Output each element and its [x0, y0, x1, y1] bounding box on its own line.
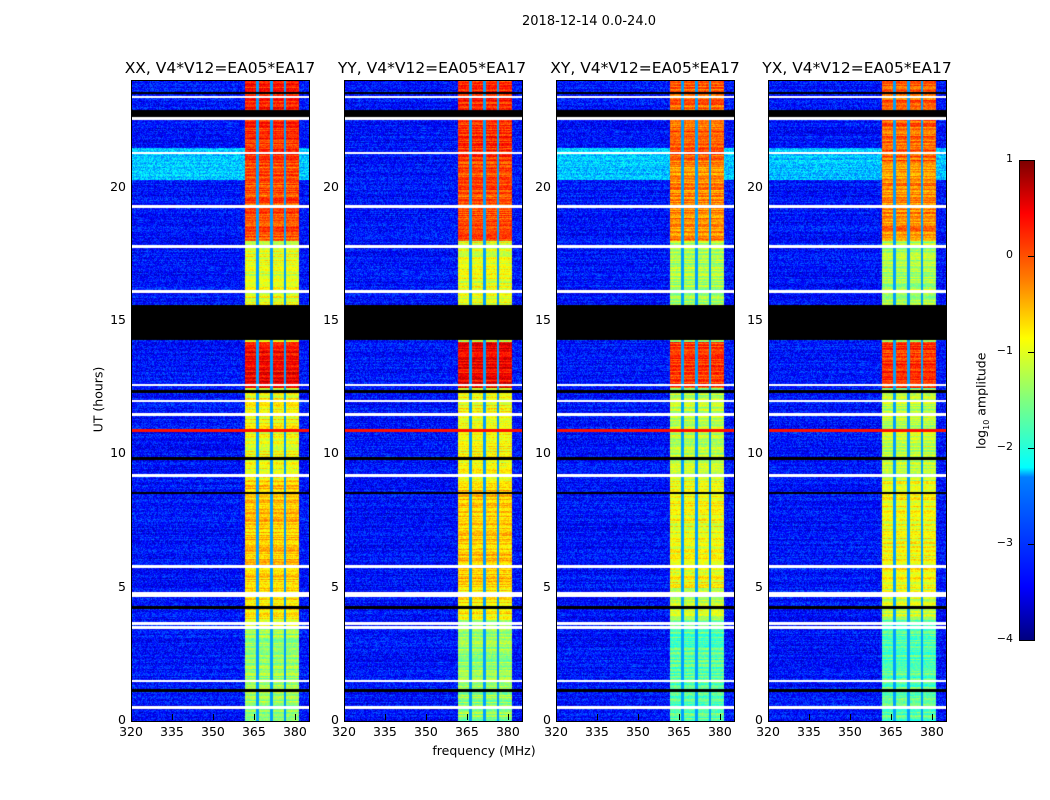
panel-title-yx: YX, V4*V12=EA05*EA17	[762, 59, 952, 77]
y-tick-label: 20	[747, 178, 763, 194]
colorbar-tick-mark	[1028, 352, 1034, 353]
y-tick-label: 0	[543, 712, 551, 727]
y-tick-label: 20	[110, 178, 126, 194]
x-tick-label: 320	[332, 724, 356, 739]
x-tick-mark	[466, 714, 468, 720]
y-tick-label: 0	[118, 712, 126, 727]
x-tick-mark	[931, 714, 933, 720]
heatmap-yy	[345, 81, 522, 721]
x-tick-label: 380	[919, 724, 944, 739]
x-tick-mark	[294, 714, 296, 720]
colorbar-tick-mark	[1028, 160, 1034, 161]
y-tick-label: 0	[331, 712, 339, 727]
x-tick-mark	[212, 714, 214, 720]
x-tick-label: 335	[585, 724, 609, 739]
x-axis-label: frequency (MHz)	[432, 743, 536, 758]
y-tick-label: 5	[755, 578, 763, 594]
colorbar-tick-mark	[1028, 640, 1034, 641]
y-tick-label: 10	[747, 445, 763, 461]
x-tick-label: 380	[707, 724, 732, 739]
x-tick-label: 320	[544, 724, 568, 739]
x-tick-mark	[425, 714, 427, 720]
colorbar	[1019, 160, 1035, 641]
x-tick-label: 350	[201, 724, 225, 739]
x-tick-mark	[808, 714, 810, 720]
colorbar-tick-label: −4	[996, 632, 1013, 645]
y-tick-label: 5	[118, 578, 126, 594]
x-tick-mark	[384, 714, 386, 720]
y-tick-label: 15	[535, 312, 551, 327]
y-tick-label: 15	[747, 312, 763, 327]
x-tick-mark	[678, 714, 680, 720]
y-tick-label: 20	[535, 178, 551, 194]
x-tick-label: 365	[878, 724, 903, 739]
panel-title-xy: XY, V4*V12=EA05*EA17	[550, 59, 740, 77]
y-tick-label: 15	[323, 312, 339, 327]
x-tick-mark	[768, 714, 769, 720]
y-tick-label: 20	[323, 178, 339, 194]
x-tick-label: 350	[626, 724, 650, 739]
x-tick-mark	[637, 714, 639, 720]
heatmap-xx	[132, 81, 309, 721]
x-tick-label: 380	[282, 724, 307, 739]
x-tick-label: 350	[414, 724, 438, 739]
heatmap-panel-xx	[131, 80, 310, 722]
y-tick-label: 10	[535, 445, 551, 461]
x-tick-mark	[719, 714, 721, 720]
x-tick-label: 365	[241, 724, 266, 739]
colorbar-label: log10 amplitude	[973, 352, 991, 449]
y-tick-label: 5	[331, 578, 339, 594]
y-tick-label: 10	[323, 445, 339, 461]
y-tick-label: 0	[755, 712, 763, 727]
x-tick-label: 335	[160, 724, 184, 739]
x-tick-label: 365	[666, 724, 691, 739]
colorbar-tick-label: −1	[996, 344, 1013, 357]
colorbar-tick-label: 1	[1006, 152, 1013, 165]
x-tick-mark	[253, 714, 255, 720]
y-tick-label: 10	[110, 445, 126, 461]
heatmap-panel-yx	[768, 80, 947, 722]
y-tick-label: 5	[543, 578, 551, 594]
x-tick-mark	[171, 714, 173, 720]
x-tick-mark	[849, 714, 851, 720]
x-tick-label: 350	[838, 724, 862, 739]
colorbar-tick-mark	[1028, 448, 1034, 449]
heatmap-xy	[557, 81, 734, 721]
colorbar-tick-mark	[1028, 256, 1034, 257]
x-tick-label: 365	[454, 724, 479, 739]
colorbar-tick-label: −2	[996, 440, 1013, 453]
x-tick-mark	[344, 714, 345, 720]
x-tick-mark	[507, 714, 509, 720]
x-tick-mark	[131, 714, 132, 720]
heatmap-panel-xy	[556, 80, 735, 722]
x-tick-mark	[556, 714, 557, 720]
heatmap-panel-yy	[344, 80, 523, 722]
colorbar-tick-label: 0	[1006, 248, 1013, 261]
y-axis-label: UT (hours)	[90, 366, 106, 433]
colorbar-tick-mark	[1028, 544, 1034, 545]
x-tick-label: 320	[756, 724, 780, 739]
x-tick-label: 320	[119, 724, 143, 739]
panel-title-yy: YY, V4*V12=EA05*EA17	[337, 59, 527, 77]
y-tick-label: 15	[110, 312, 126, 327]
x-tick-label: 335	[373, 724, 397, 739]
x-tick-mark	[596, 714, 598, 720]
x-tick-mark	[890, 714, 892, 720]
x-tick-label: 335	[797, 724, 821, 739]
figure-title: 2018-12-14 0.0-24.0	[522, 14, 656, 29]
panel-title-xx: XX, V4*V12=EA05*EA17	[124, 59, 316, 77]
colorbar-tick-label: −3	[996, 536, 1013, 549]
heatmap-yx	[769, 81, 946, 721]
x-tick-label: 380	[495, 724, 520, 739]
